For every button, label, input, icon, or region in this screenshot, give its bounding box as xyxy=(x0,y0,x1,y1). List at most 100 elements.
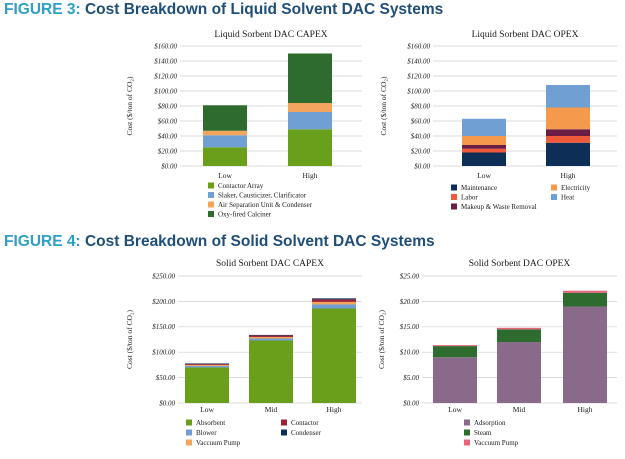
legend-swatch xyxy=(208,201,214,208)
x-category-label: High xyxy=(303,171,318,180)
x-category-label: Low xyxy=(218,171,232,180)
chart-1: Liquid Sorbent DAC CAPEX $0.00 $20.00 $40.0… xyxy=(125,30,362,219)
x-category-label: High xyxy=(578,405,593,414)
bar-segment xyxy=(563,290,607,293)
legend-swatch xyxy=(208,182,214,189)
bar-segment xyxy=(288,112,332,130)
y-tick-label: $0.00 xyxy=(414,162,430,170)
bar-segment xyxy=(462,145,506,149)
bar-segment xyxy=(288,129,332,166)
x-category-label: Low xyxy=(477,171,491,180)
y-tick-label: $80.00 xyxy=(411,102,431,110)
legend-swatch xyxy=(281,429,287,436)
y-tick-label: $40.00 xyxy=(158,132,178,140)
figure-3-heading: Cost Breakdown of Liquid Solvent DAC Sys… xyxy=(84,1,444,18)
legend-label: Makeup & Waste Removal xyxy=(461,203,537,211)
y-tick-label: $140.00 xyxy=(154,57,177,65)
legend-swatch xyxy=(464,429,470,436)
bar-segment xyxy=(462,118,506,136)
y-tick-label: $20.00 xyxy=(158,147,178,155)
y-tick-label: $140.00 xyxy=(407,57,430,65)
bar-segment xyxy=(546,129,590,136)
bar-segment xyxy=(563,292,607,307)
legend-swatch xyxy=(208,192,214,198)
bar-segment xyxy=(462,136,506,145)
bar-segment xyxy=(433,357,477,403)
bar-segment xyxy=(312,304,356,309)
y-tick-label: $50.00 xyxy=(156,374,176,382)
bar-segment xyxy=(433,346,477,358)
legend-label: Blower xyxy=(196,429,217,437)
y-tick-label: $150.00 xyxy=(152,323,175,331)
legend-label: Contactor xyxy=(291,419,319,427)
y-tick-label: $0.00 xyxy=(159,399,175,407)
y-tick-label: $200.00 xyxy=(152,298,175,306)
x-category-label: Low xyxy=(200,405,214,414)
y-tick-label: $0.00 xyxy=(403,399,419,407)
bar-segment xyxy=(462,148,506,153)
y-tick-label: $250.00 xyxy=(152,272,175,280)
bar-segment xyxy=(546,107,590,130)
y-tick-label: $25.00 xyxy=(400,272,420,280)
bar-segment xyxy=(546,85,590,108)
legend-label: Labor xyxy=(461,194,478,202)
y-tick-label: $160.00 xyxy=(407,42,430,50)
legend-swatch xyxy=(464,419,470,426)
bar-segment xyxy=(312,308,356,403)
x-category-label: Mid xyxy=(513,405,526,414)
bar-segment xyxy=(185,363,229,365)
y-tick-label: $100.00 xyxy=(154,87,177,95)
chart-title: Liquid Sorbent DAC OPEX xyxy=(472,30,579,40)
x-category-label: High xyxy=(327,405,342,414)
y-tick-label: $60.00 xyxy=(158,117,178,125)
y-tick-label: $0.00 xyxy=(161,162,177,170)
bar-segment xyxy=(185,367,229,403)
legend-label: Condenser xyxy=(291,429,322,437)
y-tick-label: $80.00 xyxy=(158,102,178,110)
bar-segment xyxy=(203,135,247,148)
legend-label: Electricity xyxy=(561,184,591,192)
chart-title: Solid Sorbent DAC OPEX xyxy=(469,259,571,269)
figure-4-heading: Cost Breakdown of Solid Solvent DAC Syst… xyxy=(84,233,435,250)
y-axis-label: Cost ($/ton of CO₂) xyxy=(379,76,388,136)
legend-label: Air Separation Unit & Condenser xyxy=(218,201,313,209)
y-tick-label: $10.00 xyxy=(400,349,420,357)
y-tick-label: $40.00 xyxy=(411,132,431,140)
legend-swatch xyxy=(451,194,457,200)
legend-label: Slaker, Causticizer, Clarificator xyxy=(218,192,307,200)
legend-label: Adsorption xyxy=(474,419,506,427)
bar-segment xyxy=(249,340,293,403)
bar-segment xyxy=(563,306,607,403)
legend-label: Contactor Array xyxy=(218,182,264,190)
y-tick-label: $120.00 xyxy=(154,72,177,80)
legend-swatch xyxy=(551,194,557,200)
legend-label: Vaccuum Pump xyxy=(196,439,241,447)
y-axis-label: Cost ($/ton of CO₂) xyxy=(377,309,386,369)
bar-segment xyxy=(249,334,293,336)
y-tick-label: $60.00 xyxy=(411,117,431,125)
chart-2: Liquid Sorbent DAC OPEX $0.00 $20.00 $40.00… xyxy=(379,30,617,211)
bar-segment xyxy=(288,53,332,103)
bar-segment xyxy=(497,327,541,330)
figure-4-title: FIGURE 4: Cost Breakdown of Solid Solven… xyxy=(4,233,435,251)
bar-segment xyxy=(312,301,356,305)
bar-segment xyxy=(249,335,293,337)
y-tick-label: $20.00 xyxy=(400,298,420,306)
bar-segment xyxy=(462,152,506,166)
bar-segment xyxy=(203,147,247,166)
bar-segment xyxy=(546,142,590,166)
y-tick-label: $160.00 xyxy=(154,42,177,50)
y-tick-label: $5.00 xyxy=(403,374,419,382)
chart-title: Solid Sorbent DAC CAPEX xyxy=(216,259,324,269)
bar-segment xyxy=(249,338,293,341)
legend-label: Steam xyxy=(474,429,492,437)
bar-segment xyxy=(203,105,247,131)
legend-swatch xyxy=(186,429,192,436)
bar-segment xyxy=(185,365,229,368)
x-category-label: Mid xyxy=(265,405,278,414)
bar-segment xyxy=(203,130,247,136)
y-tick-label: $15.00 xyxy=(400,323,420,331)
bar-segment xyxy=(249,336,293,339)
y-axis-label: Cost ($/ton of CO₂) xyxy=(125,309,134,369)
